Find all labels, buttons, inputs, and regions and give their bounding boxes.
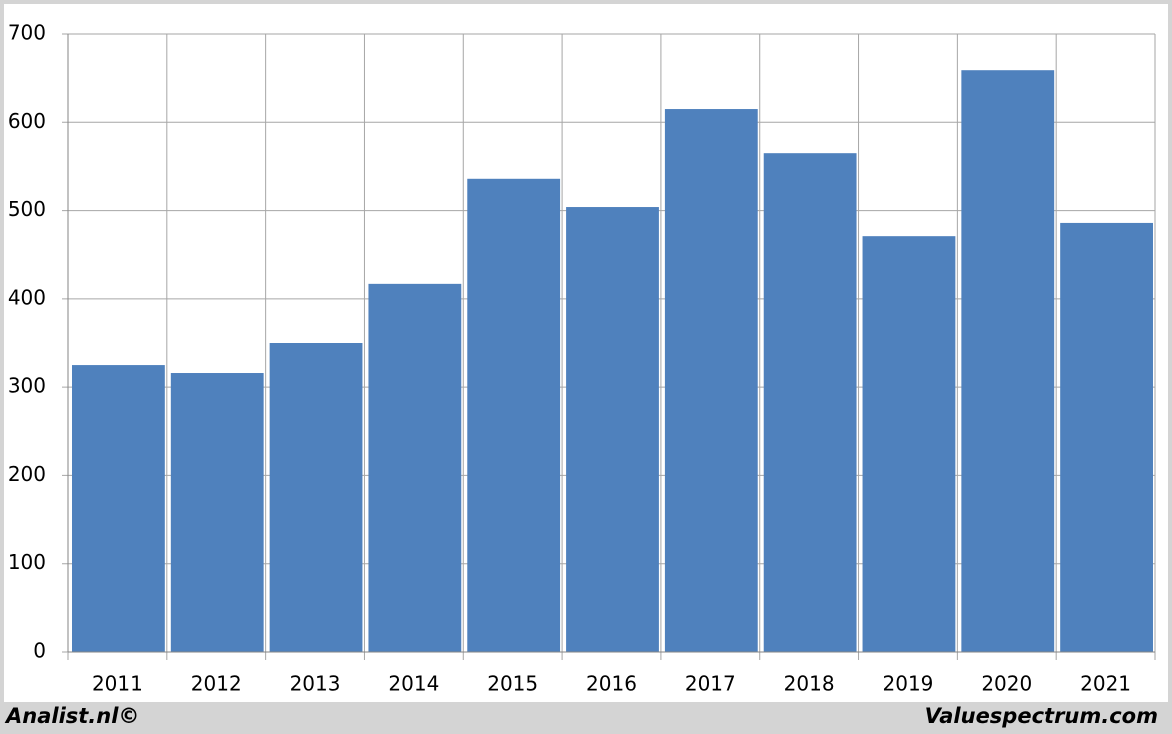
footer-left: Analist.nl©: [4, 704, 139, 728]
bar: [763, 153, 857, 652]
bar: [961, 70, 1055, 652]
x-tick-label: 2020: [981, 672, 1032, 696]
y-tick-label: 400: [8, 285, 46, 309]
bar: [72, 365, 165, 652]
bar: [170, 373, 264, 652]
y-tick-label: 300: [8, 374, 46, 398]
bar: [368, 283, 462, 652]
x-tick-label: 2014: [388, 672, 439, 696]
x-tick-label: 2021: [1080, 672, 1131, 696]
y-tick-label: 600: [8, 109, 46, 133]
bar: [664, 109, 758, 653]
y-tick-label: 700: [8, 21, 46, 45]
x-tick-label: 2019: [883, 672, 934, 696]
bar: [1060, 222, 1153, 652]
x-tick-label: 2017: [685, 672, 736, 696]
y-tick-label: 100: [8, 550, 46, 574]
bar: [467, 178, 561, 652]
y-tick-label: 0: [33, 639, 46, 663]
bar: [269, 343, 363, 652]
bar: [566, 207, 659, 653]
bar: [862, 236, 956, 652]
x-tick-label: 2016: [586, 672, 637, 696]
x-tick-label: 2013: [290, 672, 341, 696]
x-tick-label: 2015: [487, 672, 538, 696]
footer-right: Valuespectrum.com: [925, 704, 1158, 728]
y-tick-label: 200: [8, 462, 46, 486]
x-tick-label: 2018: [784, 672, 835, 696]
x-tick-label: 2012: [191, 672, 242, 696]
x-tick-label: 2011: [92, 672, 143, 696]
y-tick-label: 500: [8, 197, 46, 221]
